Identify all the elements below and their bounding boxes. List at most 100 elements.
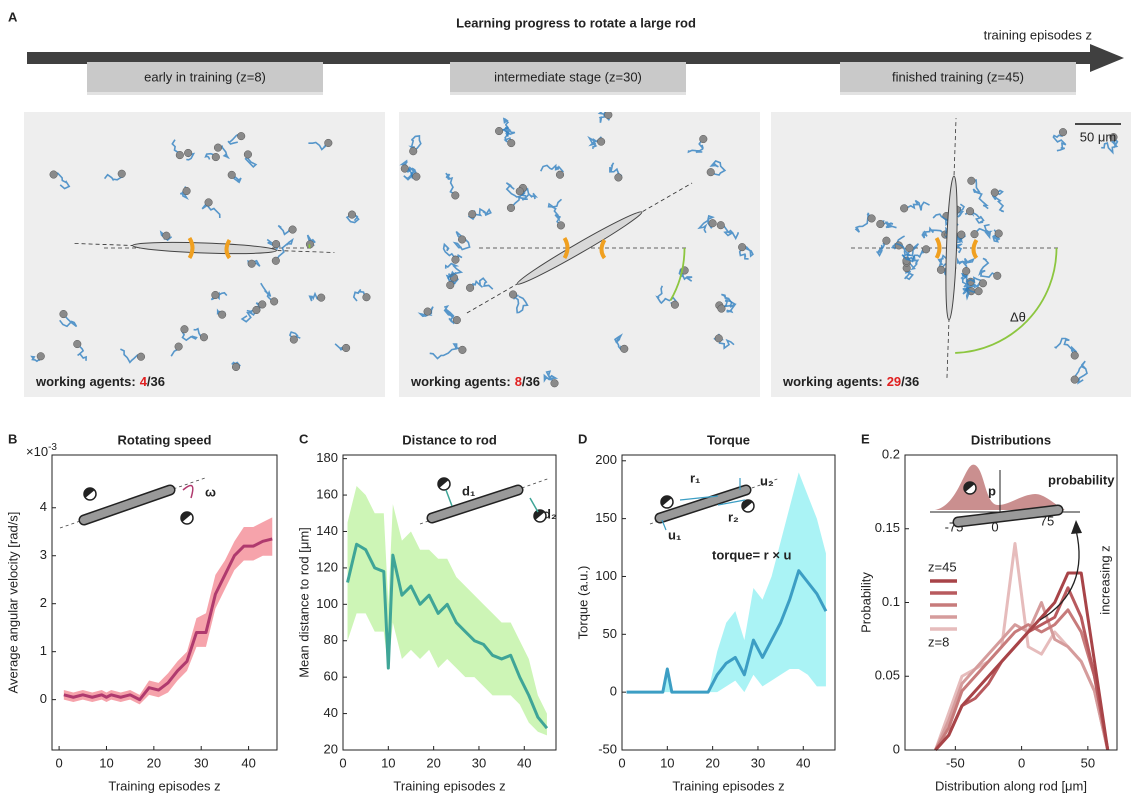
stage-label: early in training (z=8) [144, 69, 266, 84]
working-agents: working agents:29/36 [782, 374, 919, 389]
stage-label-shadow [450, 92, 686, 95]
stage-label: intermediate stage (z=30) [494, 69, 642, 84]
agent [937, 266, 945, 274]
plot-frame [52, 455, 277, 750]
agent [556, 171, 564, 179]
annotation: ω [205, 484, 216, 499]
band [348, 486, 547, 735]
panel-label: C [299, 431, 309, 446]
y-tick-label: 0.2 [882, 446, 900, 461]
increasing-arrowhead [1071, 520, 1082, 534]
x-tick-label: 30 [472, 755, 486, 770]
annotation: probability [1048, 472, 1115, 487]
stage-label-shadow [840, 92, 1076, 95]
x-tick-label: 0 [618, 755, 625, 770]
agent [290, 336, 298, 344]
agent [413, 173, 421, 181]
y-tick-label: 0 [40, 691, 47, 706]
agent [37, 352, 45, 360]
x-axis-label: Training episodes z [108, 778, 220, 793]
annotation: torque= r × u [712, 547, 792, 562]
y-tick-label: 100 [595, 568, 617, 583]
working-agents: working agents:8/36 [410, 374, 540, 389]
annotation: r₂ [728, 509, 739, 524]
y-tick-label: -50 [598, 741, 617, 756]
agent [995, 230, 1003, 238]
agent [212, 153, 220, 161]
agent [137, 353, 145, 361]
x-tick-label: 20 [147, 755, 161, 770]
agent [962, 267, 970, 275]
y-tick-label: 50 [603, 626, 617, 641]
legend-label: z=8 [928, 634, 949, 649]
y-multiplier: ×10-3 [26, 442, 57, 460]
inset-rotation-arrow [183, 486, 193, 499]
band [64, 517, 272, 704]
y-tick-label: 40 [324, 705, 338, 720]
agent [557, 222, 565, 230]
agent [205, 199, 213, 207]
y-tick-label: 200 [595, 452, 617, 467]
agent [922, 245, 930, 253]
agent [272, 240, 280, 248]
agent [458, 236, 466, 244]
chart-title: Distributions [971, 432, 1051, 447]
chart-title: Rotating speed [118, 432, 212, 447]
agent [715, 335, 723, 343]
x-tick-label: 50 [1081, 755, 1095, 770]
agent [348, 211, 356, 219]
x-tick-label: 0 [55, 755, 62, 770]
agent [906, 244, 914, 252]
working-agents: working agents:4/36 [35, 374, 165, 389]
agent [60, 310, 68, 318]
agent [258, 301, 266, 309]
scale-label: 50 μm [1080, 129, 1116, 144]
agent [966, 207, 974, 215]
agent [232, 363, 240, 371]
agent [253, 306, 261, 314]
agent [163, 232, 171, 240]
agent [118, 170, 126, 178]
agent [707, 168, 715, 176]
data-line [935, 588, 1107, 750]
agent [1071, 352, 1079, 360]
y-axis-label: Torque (a.u.) [575, 566, 590, 640]
agent [212, 291, 220, 299]
agent [466, 284, 474, 292]
agent [700, 135, 708, 143]
legend-label: z=45 [928, 559, 957, 574]
agent [979, 279, 987, 287]
y-tick-label: 4 [40, 499, 47, 514]
x-tick-label: 40 [241, 755, 255, 770]
agent [183, 187, 191, 195]
annotation: r₁ [690, 470, 700, 485]
agent [468, 210, 476, 218]
agent [718, 305, 726, 313]
agent [272, 257, 280, 265]
agent [551, 379, 559, 387]
y-axis-label: Mean distance to rod [μm] [296, 527, 311, 678]
y-tick-label: 3 [40, 547, 47, 562]
working-agents-count: 29 [887, 374, 901, 389]
x-tick-label: 40 [796, 755, 810, 770]
panel-title: Learning progress to rotate a large rod [456, 15, 696, 30]
y-tick-label: 180 [316, 450, 338, 465]
panel-label: E [861, 431, 870, 446]
working-agents-total: /36 [147, 374, 165, 389]
working-agents-total: /36 [901, 374, 919, 389]
agent [615, 174, 623, 182]
working-agents-label: working agents: [410, 374, 511, 389]
y-tick-label: 100 [316, 596, 338, 611]
agent [1059, 128, 1067, 136]
figure: ALearning progress to rotate a large rod… [0, 0, 1131, 798]
agent [184, 149, 192, 157]
agent [237, 132, 245, 140]
agent [516, 188, 524, 196]
x-tick-label: 20 [426, 755, 440, 770]
y-tick-label: 20 [324, 741, 338, 756]
x-axis-label: Distribution along rod [μm] [935, 778, 1087, 793]
y-multiplier-base: ×10 [26, 444, 48, 459]
y-tick-label: 120 [316, 559, 338, 574]
panel-label: B [8, 431, 17, 446]
y-axis-label: Probability [858, 572, 873, 633]
